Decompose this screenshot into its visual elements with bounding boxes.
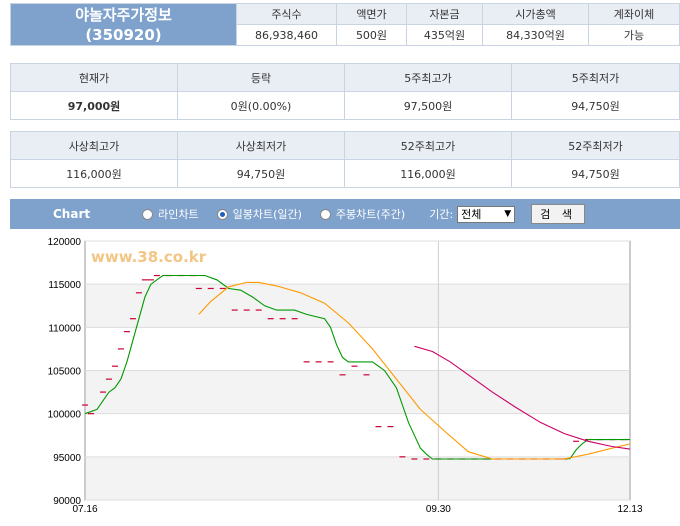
current-price: 97,000원 [10, 91, 178, 120]
history-table: 사상최고가 사상최저가 52주최고가 52주최저가 116,000원 94,75… [10, 131, 680, 188]
grid-band [86, 456, 629, 500]
price-header: 현재가 [10, 63, 178, 92]
stock-code: (350920) [85, 25, 162, 44]
all-time-high: 116,000원 [10, 159, 178, 188]
radio-label: 주봉차트(주간) [335, 208, 406, 221]
series-line-ma-long [414, 345, 631, 450]
summary-table: 야놀자주가정보 (350920) 주식수 액면가 자본금 시가총액 계좌이체 8… [10, 3, 680, 46]
radio-dot[interactable] [142, 208, 154, 220]
all-time-low: 94,750원 [177, 159, 345, 188]
summary-value: 86,938,460 [236, 24, 337, 46]
radio-label: 일봉차트(일간) [232, 208, 302, 221]
period-label: 기간: [429, 208, 454, 221]
summary-header: 계좌이체 [588, 3, 680, 25]
radio-daily-chart[interactable]: 일봉차트(일간) [216, 206, 302, 222]
x-tick-label: 07.16 [72, 504, 97, 515]
y-tick-label: 120000 [48, 237, 82, 248]
summary-header: 자본금 [406, 3, 483, 25]
y-tick-label: 105000 [48, 367, 82, 378]
week52-high: 116,000원 [344, 159, 512, 188]
history-header: 사상최고가 [10, 131, 178, 160]
period-select[interactable]: 전체 ▼ [457, 205, 516, 223]
week52-low: 94,750원 [511, 159, 680, 188]
radio-weekly-chart[interactable]: 주봉차트(주간) [319, 206, 406, 222]
history-header: 52주최저가 [511, 131, 680, 160]
watermark: www.38.co.kr [91, 248, 207, 266]
price-header: 5주최고가 [344, 63, 512, 92]
y-tick-label: 115000 [48, 280, 81, 291]
chart-label: Chart [53, 207, 91, 221]
y-tick-label: 95000 [53, 453, 81, 464]
radio-dot[interactable] [319, 208, 331, 220]
stock-title: 야놀자주가정보 (350920) [10, 3, 237, 46]
summary-value: 84,330억원 [482, 24, 589, 46]
summary-value: 435억원 [406, 24, 483, 46]
price-header: 5주최저가 [511, 63, 680, 92]
week5-high: 97,500원 [344, 91, 512, 120]
grid-band [86, 284, 629, 328]
stock-price-chart: 120000 115000 110000 105000 100000 95000 90000… [48, 237, 643, 515]
radio-label: 라인차트 [158, 208, 199, 221]
series-line-ma-short [198, 281, 631, 460]
y-tick-label: 100000 [48, 410, 82, 421]
series-line-price [84, 274, 630, 460]
x-tick-label: 12.13 [617, 504, 642, 515]
chevron-down-icon: ▼ [504, 209, 512, 219]
summary-header: 액면가 [336, 3, 407, 25]
grid-band [86, 370, 629, 414]
period-select-value: 전체 [461, 208, 482, 221]
history-header: 52주최고가 [344, 131, 512, 160]
stock-name: 야놀자주가정보 [75, 5, 172, 24]
radio-dot-selected[interactable] [216, 208, 228, 220]
x-tick-label: 09.30 [426, 504, 451, 515]
summary-header: 시가총액 [482, 3, 589, 25]
summary-value: 가능 [588, 24, 680, 46]
summary-value: 500원 [336, 24, 407, 46]
history-header: 사상최저가 [177, 131, 345, 160]
search-button[interactable]: 검 색 [531, 204, 586, 224]
price-table: 현재가 등락 5주최고가 5주최저가 97,000원 0원(0.00%) 97,… [10, 63, 680, 120]
y-tick-label: 110000 [48, 323, 81, 334]
chart-control-bar: Chart 라인차트 일봉차트(일간) 주봉차트(주간) 기간: 전체 ▼ 검 … [10, 199, 680, 229]
price-header: 등락 [177, 63, 345, 92]
price-change: 0원(0.00%) [177, 91, 345, 120]
y-tick-label: 90000 [53, 496, 81, 507]
radio-line-chart[interactable]: 라인차트 [142, 206, 199, 222]
summary-header: 주식수 [236, 3, 337, 25]
week5-low: 94,750원 [511, 91, 680, 120]
